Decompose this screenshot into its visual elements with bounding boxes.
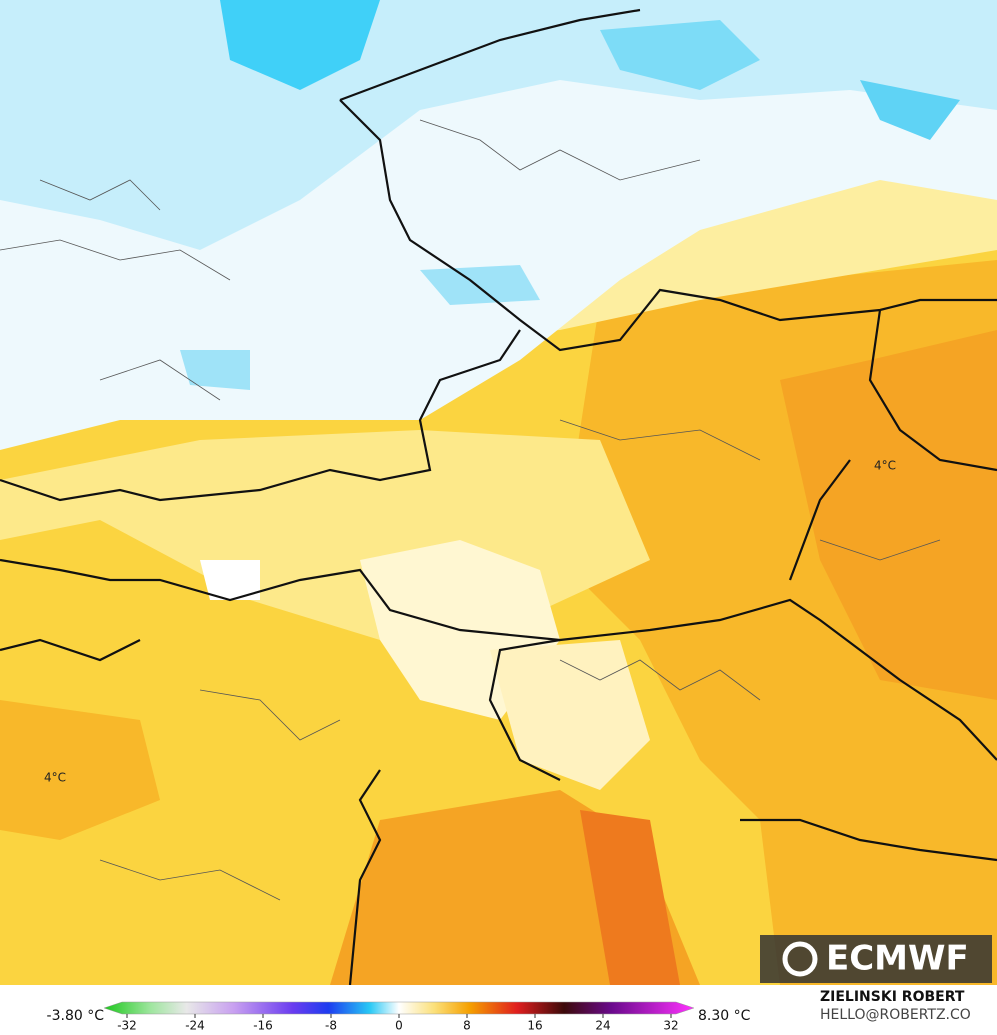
logo-text: ECMWF <box>826 939 969 979</box>
credit-name: ZIELINSKI ROBERT <box>820 989 965 1005</box>
colorbar-tick-label: 16 <box>527 1019 542 1033</box>
isotherm-label: 4°C <box>44 771 66 785</box>
colorbar-tick-label: 24 <box>595 1019 610 1033</box>
colorbar-tick-label: -24 <box>185 1019 205 1033</box>
colorbar-tick-label: 8 <box>463 1019 471 1033</box>
colorbar-tick-label: 32 <box>663 1019 678 1033</box>
colorbar <box>103 1001 695 1015</box>
legend-max: 8.30 °C <box>698 1008 751 1024</box>
credit-email: HELLO@ROBERTZ.CO <box>820 1007 971 1023</box>
isotherm-label: 4°C <box>874 459 896 473</box>
region-borders <box>0 119 941 901</box>
logo-icon <box>782 941 818 977</box>
colorbar-tick-label: -32 <box>117 1019 137 1033</box>
legend-min: -3.80 °C <box>47 1008 105 1024</box>
colorbar-tick-label: -16 <box>253 1019 273 1033</box>
colorbar-tick-label: 0 <box>395 1019 403 1033</box>
colorbar-tick-label: -8 <box>325 1019 337 1033</box>
temperature-field <box>0 0 997 985</box>
country-borders <box>0 8 997 985</box>
